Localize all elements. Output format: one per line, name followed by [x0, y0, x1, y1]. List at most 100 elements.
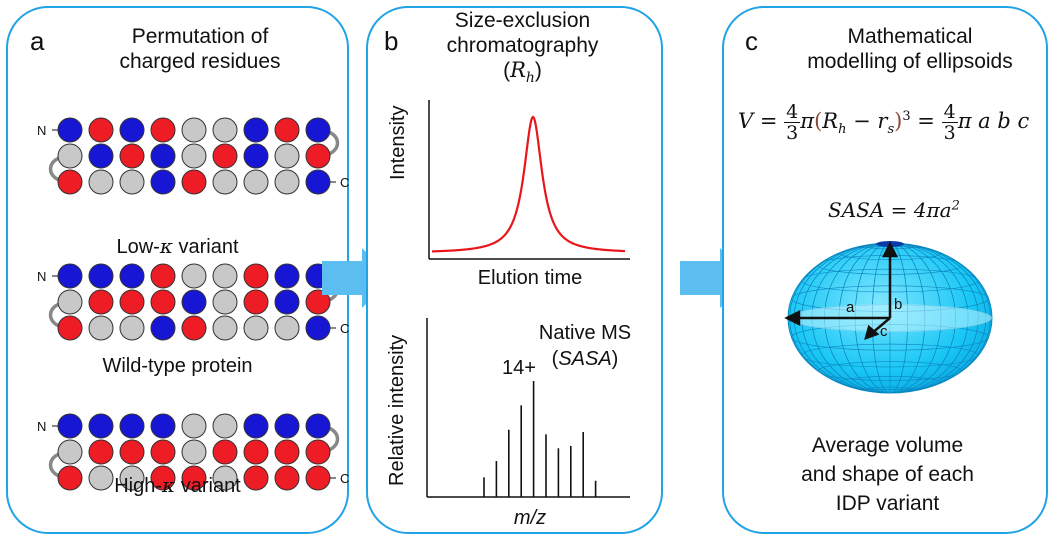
- residue-red: [150, 263, 176, 289]
- high-kappa-label: High-κ variant: [114, 473, 241, 497]
- residue-grey: [181, 439, 207, 465]
- residue-blue: [57, 263, 83, 289]
- residue-grey: [88, 465, 114, 491]
- residue-blue: [305, 169, 331, 195]
- chain-high: NC: [37, 413, 349, 491]
- residue-blue: [119, 413, 145, 439]
- sec-x-label: Elution time: [477, 267, 583, 289]
- residue-red: [150, 465, 176, 491]
- residue-grey: [212, 263, 238, 289]
- residue-blue: [150, 413, 176, 439]
- residue-red: [243, 465, 269, 491]
- residue-blue: [150, 169, 176, 195]
- ellipsoid-axes: [784, 241, 899, 340]
- residue-blue: [243, 117, 269, 143]
- residue-red: [274, 465, 300, 491]
- residue-grey: [243, 169, 269, 195]
- residue-red: [57, 315, 83, 341]
- residue-red: [305, 289, 331, 315]
- axis-a-arrowhead: [784, 309, 801, 327]
- residue-blue: [305, 413, 331, 439]
- residue-red: [212, 439, 238, 465]
- residue-red: [243, 263, 269, 289]
- c-terminus-label: C: [340, 175, 349, 190]
- residue-grey: [119, 315, 145, 341]
- c-terminus-label: C: [340, 471, 349, 486]
- residue-blue: [274, 289, 300, 315]
- residue-grey: [181, 413, 207, 439]
- summary-line2: and shape of each: [801, 463, 974, 486]
- residue-grey: [274, 169, 300, 195]
- residue-red: [150, 439, 176, 465]
- axis-b-arrowhead: [881, 241, 899, 258]
- residue-red: [243, 439, 269, 465]
- axis-a-label: a: [846, 299, 855, 316]
- residue-grey: [181, 263, 207, 289]
- axis-b-label: b: [894, 296, 903, 313]
- residue-grey: [57, 143, 83, 169]
- residue-grey: [119, 465, 145, 491]
- residue-grey: [212, 169, 238, 195]
- panel-a-letter: a: [30, 26, 45, 56]
- residue-red: [119, 289, 145, 315]
- low-kappa-label: Low-κ variant: [116, 234, 239, 258]
- residue-red: [212, 143, 238, 169]
- panel-c-title-line2: modelling of ellipsoids: [807, 50, 1013, 73]
- residue-red: [88, 439, 114, 465]
- residue-blue: [88, 143, 114, 169]
- residue-red: [274, 117, 300, 143]
- residue-red: [243, 289, 269, 315]
- residue-red: [181, 465, 207, 491]
- residue-blue: [181, 289, 207, 315]
- chain-low: NC: [37, 117, 349, 195]
- ms-x-label: m/z: [513, 507, 547, 529]
- panel-c-title: Mathematical modelling of ellipsoids: [765, 24, 1052, 74]
- charge-state-label: 14+: [502, 357, 536, 379]
- wild-type-label: Wild-type protein: [102, 355, 253, 377]
- residue-blue: [119, 117, 145, 143]
- residue-blue: [88, 263, 114, 289]
- residue-grey: [181, 117, 207, 143]
- residue-red: [305, 143, 331, 169]
- residue-grey: [212, 465, 238, 491]
- residue-grey: [57, 289, 83, 315]
- summary-line3: IDP variant: [835, 492, 940, 515]
- panel-c-title-line1: Mathematical: [847, 25, 973, 48]
- residue-red: [150, 289, 176, 315]
- panel-c-letter: c: [745, 26, 758, 56]
- panel-a-title: Permutation of charged residues: [60, 24, 340, 74]
- native-ms-label: Native MS (SASA): [538, 322, 632, 370]
- panel-b: [366, 6, 663, 534]
- residue-red: [119, 143, 145, 169]
- residue-blue: [243, 413, 269, 439]
- sasa-equation: SASA = 4πa2: [828, 198, 960, 222]
- residue-blue: [305, 117, 331, 143]
- residue-red: [305, 439, 331, 465]
- residue-grey: [243, 315, 269, 341]
- residue-grey: [212, 117, 238, 143]
- residue-grey: [274, 315, 300, 341]
- residue-blue: [243, 143, 269, 169]
- n-terminus-label: N: [37, 269, 46, 284]
- panel-b-title-line1: Size-exclusion: [454, 9, 591, 32]
- panel-b-title-line2: chromatography: [446, 34, 599, 57]
- panel-b-title: Size-exclusion chromatography (Rh): [395, 8, 650, 91]
- residue-grey: [212, 315, 238, 341]
- residue-red: [305, 465, 331, 491]
- residue-blue: [150, 315, 176, 341]
- residue-red: [274, 439, 300, 465]
- residue-blue: [119, 263, 145, 289]
- residue-grey: [88, 315, 114, 341]
- residue-red: [88, 289, 114, 315]
- sec-peak-trace: [431, 115, 626, 253]
- residue-blue: [305, 315, 331, 341]
- c-terminus-label: C: [340, 321, 349, 336]
- n-terminus-label: N: [37, 419, 46, 434]
- axis-c-label: c: [880, 323, 888, 340]
- residue-blue: [57, 413, 83, 439]
